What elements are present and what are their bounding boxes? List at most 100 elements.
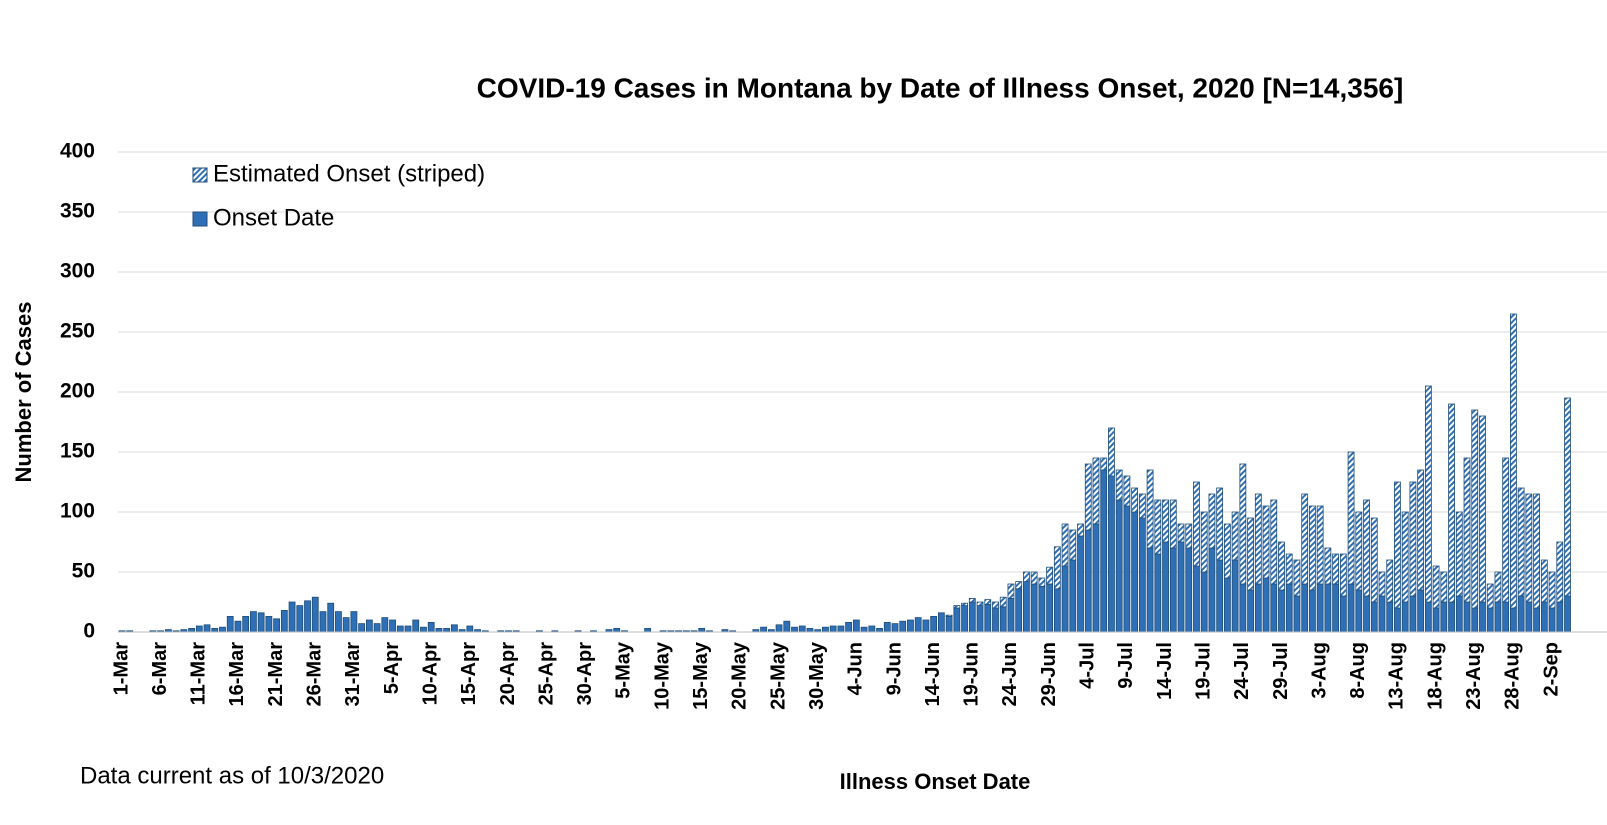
bar-segment [1455, 511, 1463, 597]
bar-segment [1440, 601, 1448, 633]
y-tick-label: 50 [72, 560, 95, 583]
bar-segment [644, 628, 652, 633]
footnote: Data current as of 10/3/2020 [80, 762, 384, 789]
x-tick-label: 5-May [613, 641, 635, 699]
bar-segment [791, 626, 798, 633]
bar-segment [953, 607, 961, 633]
x-tick-label: 14-Jul [1154, 642, 1176, 700]
bar-segment [1115, 469, 1123, 501]
bar-segment [1061, 565, 1069, 633]
bar-segment [1486, 583, 1494, 609]
bar-segment [1239, 583, 1247, 633]
bar-segment [1424, 601, 1432, 633]
bar-segment [226, 616, 234, 633]
bar-segment [342, 617, 350, 633]
bar-segment [1463, 457, 1471, 603]
bar-segment [798, 625, 806, 633]
bar-segment [1332, 553, 1340, 585]
bar-segment [1517, 487, 1525, 597]
bar-segment [1169, 547, 1177, 633]
bar-segment [365, 619, 373, 633]
bar-segment [891, 623, 899, 633]
bar-segment [1479, 415, 1486, 603]
bar-segment [1007, 598, 1015, 633]
bar-segment [992, 601, 999, 609]
bar-segment [1200, 511, 1208, 573]
bar-segment [976, 601, 984, 606]
bar-segment [1154, 553, 1162, 633]
bar-segment [822, 626, 829, 633]
bar-segment [1309, 505, 1316, 591]
x-tick-label: 3-Aug [1308, 642, 1330, 699]
y-tick-label: 250 [60, 320, 95, 343]
bar-segment [327, 602, 335, 633]
bar-segment [1154, 499, 1162, 555]
x-tick-label: 25-Apr [535, 642, 557, 706]
bar-segment [1339, 553, 1347, 597]
x-tick-label: 29-Jun [1038, 642, 1060, 706]
y-axis-label: Number of Cases [11, 302, 36, 483]
bar-segment [1254, 493, 1262, 585]
bar-segment [1510, 607, 1517, 633]
x-tick-label: 9-Jul [1115, 642, 1137, 689]
bar-segment [1409, 595, 1417, 633]
bar-segment [1077, 535, 1084, 633]
bar-segment [211, 628, 219, 633]
bar-segment [404, 625, 412, 633]
bar-segment [1231, 511, 1239, 561]
bar-segment [1046, 583, 1053, 633]
x-tick-label: 20-May [729, 641, 751, 710]
bar-segment [937, 612, 945, 633]
bar-segment [1548, 607, 1556, 633]
bar-segment [1061, 523, 1069, 567]
bar-segment [1355, 589, 1363, 633]
bar-segment [1162, 541, 1169, 633]
bar-segment [783, 620, 791, 633]
bar-segment [1185, 523, 1193, 549]
bar-segment [999, 606, 1007, 633]
bar-segment [1162, 499, 1169, 543]
bar-segment [961, 605, 968, 633]
x-tick-label: 9-Jun [883, 642, 905, 695]
bar-segment [288, 601, 296, 633]
x-tick-label: 6-Mar [149, 642, 171, 696]
y-tick-label: 400 [60, 140, 95, 163]
bar-segment [930, 616, 938, 633]
bar-segment [1030, 571, 1038, 585]
bar-segment [1432, 607, 1440, 633]
bar-segment [1355, 511, 1363, 591]
bar-segment [1231, 559, 1239, 633]
x-tick-label: 20-Apr [497, 642, 519, 706]
bar-segment [396, 625, 404, 633]
bar-segment [195, 625, 203, 633]
bar-segment [1053, 546, 1061, 590]
bar-segment [1417, 469, 1425, 591]
bar-segment [1046, 566, 1053, 585]
bar-segment [250, 611, 257, 633]
bar-segment [698, 628, 706, 633]
x-tick-label: 16-Mar [226, 642, 248, 707]
bar-segment [1131, 487, 1139, 513]
bar-segment [1216, 559, 1224, 633]
bar-segment [1502, 457, 1510, 603]
bar-segment [613, 628, 621, 633]
bar-segment [1324, 547, 1332, 585]
bar-segment [1015, 581, 1023, 590]
bar-segment [968, 601, 976, 633]
bar-segment [1533, 493, 1540, 609]
bar-segment [443, 628, 451, 633]
x-tick-label: 31-Mar [342, 642, 364, 707]
bar-segment [1138, 493, 1146, 519]
bar-segment [1216, 487, 1224, 561]
bar-segment [1455, 595, 1463, 633]
bar-segment [1564, 397, 1571, 597]
bar-segment [203, 624, 211, 633]
bar-segment [1023, 581, 1030, 633]
x-axis-label: Illness Onset Date [840, 769, 1031, 794]
bar-segment [1564, 595, 1571, 633]
x-tick-label: 19-Jul [1192, 642, 1214, 700]
bar-segment [760, 626, 767, 633]
bar-segment [1525, 601, 1533, 633]
x-tick-label: 11-Mar [188, 642, 210, 706]
